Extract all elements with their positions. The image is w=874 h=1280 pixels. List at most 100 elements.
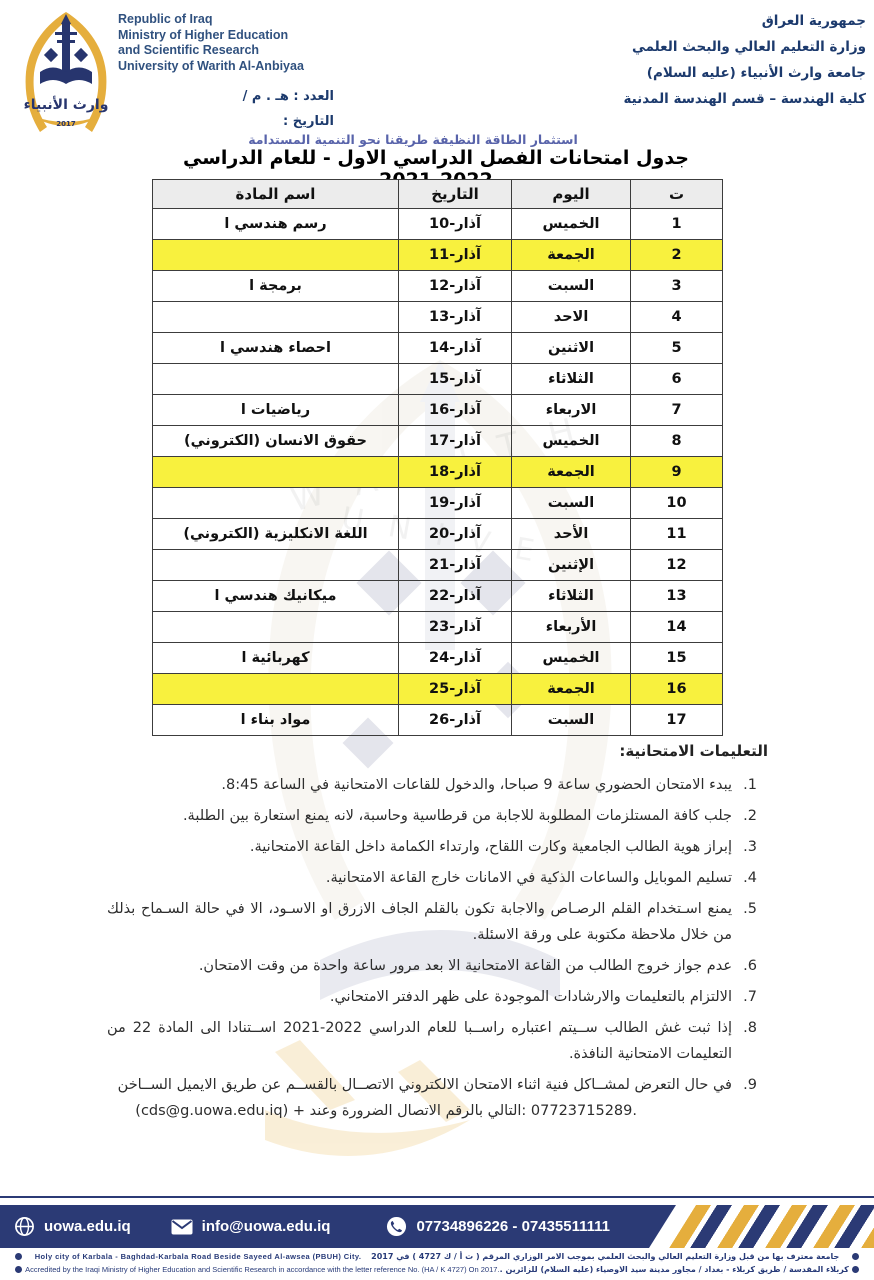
instruction-text: يبدء الامتحان الحضوري ساعة 9 صباحا، والد… [221, 777, 732, 793]
header-ar-line: وزارة التعليم العالي والبحث العلمي [631, 39, 866, 55]
cell-subject [152, 239, 399, 271]
header-ar-line: جامعة وارث الأنبياء (عليه السلام) [646, 65, 866, 81]
instruction-number: 4. [743, 870, 757, 886]
column-header-serial: ت [630, 179, 723, 209]
table-row: 1 الخميس آذار-10 رسم هندسي ا [152, 208, 723, 240]
cell-subject [152, 549, 399, 581]
instruction-number: 6. [743, 958, 757, 974]
cell-day: الاثنين [511, 332, 631, 364]
cell-subject: برمجة ا [152, 270, 399, 302]
cell-serial: 15 [630, 642, 723, 674]
cell-subject: حقوق الانسان (الكتروني) [152, 425, 399, 457]
cell-subject [152, 456, 399, 488]
cell-date: آذار-14 [398, 332, 512, 364]
table-row: 12 الإثنين آذار-21 [152, 549, 723, 581]
table-row: 16 الجمعة آذار-25 [152, 673, 723, 705]
header-en-line: University of Warith Al-Anbiyaa [118, 58, 304, 73]
cell-day: الثلاثاء [511, 580, 631, 612]
instruction-number: 9. [743, 1077, 757, 1093]
cell-subject: رسم هندسي ا [152, 208, 399, 240]
instruction-item: 3. إبراز هوية الطالب الجامعية وكارت اللقا… [105, 834, 768, 860]
header-en-line: Republic of Iraq [118, 12, 213, 26]
cell-day: الخميس [511, 425, 631, 457]
footer-rule [0, 1196, 874, 1198]
instruction-item: 4. تسليم الموبايل والساعات الذكية في الام… [105, 865, 768, 891]
cell-date: آذار-20 [398, 518, 512, 550]
cell-serial: 14 [630, 611, 723, 643]
issue-block: العدد : هـ . م / التاريخ : [243, 84, 334, 134]
column-header-subject: اسم المادة [152, 179, 399, 209]
globe-icon [14, 1216, 35, 1237]
footnote2-arabic: كربلاء المقدسة / طريق كربلاء - بغداد / م… [499, 1265, 849, 1274]
cell-day: الجمعة [511, 456, 631, 488]
cell-serial: 1 [630, 208, 723, 240]
table-row: 10 السبت آذار-19 [152, 487, 723, 519]
instruction-text: عدم جواز خروج الطالب من القاعة الامتحاني… [198, 958, 732, 974]
footer-stripes [669, 1205, 874, 1248]
instruction-text: إذا ثبت غش الطالب ســيتم اعتباره راســبا… [107, 1020, 732, 1062]
instruction-contact-line: (cds@g.uowa.edu.iq) + وعند‎ الضرورة‎ الا… [135, 1103, 637, 1119]
cell-serial: 17 [630, 704, 723, 736]
header-arabic-block: جمهورية العراق وزارة التعليم العالي والب… [623, 8, 866, 112]
instructions-list: 1. يبدء الامتحان الحضوري ساعة 9 صباحا، وا… [105, 772, 768, 1124]
cell-day: الثلاثاء [511, 363, 631, 395]
cell-date: آذار-16 [398, 394, 512, 426]
instruction-number: 8. [743, 1020, 757, 1036]
footer-website: uowa.edu.iq [44, 1218, 131, 1235]
cell-date: آذار-24 [398, 642, 512, 674]
sustainability-tagline: استثمار الطاقة النظيفة طريقنا نحو التنمي… [248, 132, 578, 147]
cell-date: آذار-10 [398, 208, 512, 240]
cell-serial: 2 [630, 239, 723, 271]
table-row: 17 السبت آذار-26 مواد بناء ا [152, 704, 723, 736]
cell-serial: 3 [630, 270, 723, 302]
exam-schedule-table: ت اليوم التاريخ اسم المادة 1 الخميس آذار-1… [152, 179, 723, 736]
footnote-line-1: Holy city of Karbala - Baghdad-Karbala R… [0, 1252, 874, 1261]
envelope-icon [171, 1219, 193, 1235]
instruction-number: 3. [743, 839, 757, 855]
header-ar-line: جمهورية العراق [761, 13, 866, 29]
cell-subject [152, 363, 399, 395]
logo-calligraphy: وارث الأنبياء [24, 96, 109, 113]
instruction-text: في حال التعرض لمشــاكل فنية اثناء الامتح… [105, 1072, 732, 1124]
instruction-item: 8. إذا ثبت غش الطالب ســيتم اعتباره راســ… [105, 1015, 768, 1067]
logo-book [40, 67, 92, 84]
footer-phones: 07734896226 - 07435511111 [416, 1218, 611, 1235]
instruction-text: جلب كافة المستلزمات المطلوبة للاجابة من … [182, 808, 732, 824]
instruction-text: إبراز هوية الطالب الجامعية وكارت اللقاح،… [249, 839, 732, 855]
footer-bar: uowa.edu.iq info@uowa.edu.iq 07734896226… [0, 1205, 676, 1248]
cell-serial: 5 [630, 332, 723, 364]
cell-subject: اللغة الانكليزية (الكتروني) [152, 518, 399, 550]
exam-table-body: 1 الخميس آذار-10 رسم هندسي ا 2 الجمعة آذار-11 3… [152, 208, 723, 736]
cell-subject: احصاء هندسي ا [152, 332, 399, 364]
cell-date: آذار-23 [398, 611, 512, 643]
cell-date: آذار-12 [398, 270, 512, 302]
cell-day: الخميس [511, 208, 631, 240]
table-row: 11 الأحد آذار-20 اللغة الانكليزية (الكتروني… [152, 518, 723, 550]
logo-arch [25, 12, 107, 132]
instruction-item: 2. جلب كافة المستلزمات المطلوبة للاجابة م… [105, 803, 768, 829]
footnote2-english: Accredited by the Iraqi Ministry of High… [25, 1265, 500, 1274]
logo-minaret [62, 24, 70, 74]
cell-date: آذار-21 [398, 549, 512, 581]
cell-date: آذار-25 [398, 673, 512, 705]
cell-serial: 6 [630, 363, 723, 395]
cell-subject: كهربائية ا [152, 642, 399, 674]
column-header-day: اليوم [511, 179, 631, 209]
cell-serial: 8 [630, 425, 723, 457]
footnote1-arabic: جامعة معترف بها من قبل وزارة التعليم الع… [371, 1252, 840, 1261]
footer-email: info@uowa.edu.iq [201, 1218, 331, 1235]
instruction-number: 1. [743, 777, 757, 793]
issue-date-label: التاريخ : [283, 114, 334, 129]
instruction-item: 5. يمنع اسـتخدام القلم الرصـاص والاجابة ت… [105, 896, 768, 948]
column-header-date: التاريخ [398, 179, 512, 209]
cell-day: الجمعة [511, 673, 631, 705]
instruction-text: تسليم الموبايل والساعات الذكية في الامان… [325, 870, 732, 886]
cell-subject: مواد بناء ا [152, 704, 399, 736]
cell-date: آذار-15 [398, 363, 512, 395]
table-row: 3 السبت آذار-12 برمجة ا [152, 270, 723, 302]
table-row: 5 الاثنين آذار-14 احصاء هندسي ا [152, 332, 723, 364]
cell-day: السبت [511, 487, 631, 519]
instruction-number: 2. [743, 808, 757, 824]
cell-serial: 16 [630, 673, 723, 705]
cell-date: آذار-18 [398, 456, 512, 488]
